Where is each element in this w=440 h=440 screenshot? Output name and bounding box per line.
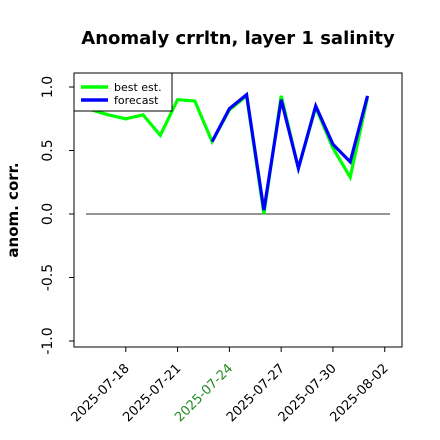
series-line-1 [90,92,370,215]
legend-box [73,72,173,112]
y-tick-label: 1.0 [40,76,56,98]
y-tick-label: -1.0 [40,327,56,354]
legend-label-2: forecast [114,94,159,107]
y-tick-label: 0.5 [40,139,56,161]
y-tick-label: -0.5 [40,264,56,291]
chart-title: Anomaly crrltn, layer 1 salinity [81,28,395,49]
plot-frame [73,72,403,348]
y-axis-label: anom. corr. [4,162,22,257]
series-line-2 [210,91,370,211]
legend-label-1: best est. [114,81,162,94]
plot-area [86,91,390,215]
y-tick-label: 0.0 [40,203,56,225]
axes: 1.00.50.0-0.5-1.02025-07-182025-07-21202… [40,76,392,425]
legend: best est.forecast [73,72,173,112]
